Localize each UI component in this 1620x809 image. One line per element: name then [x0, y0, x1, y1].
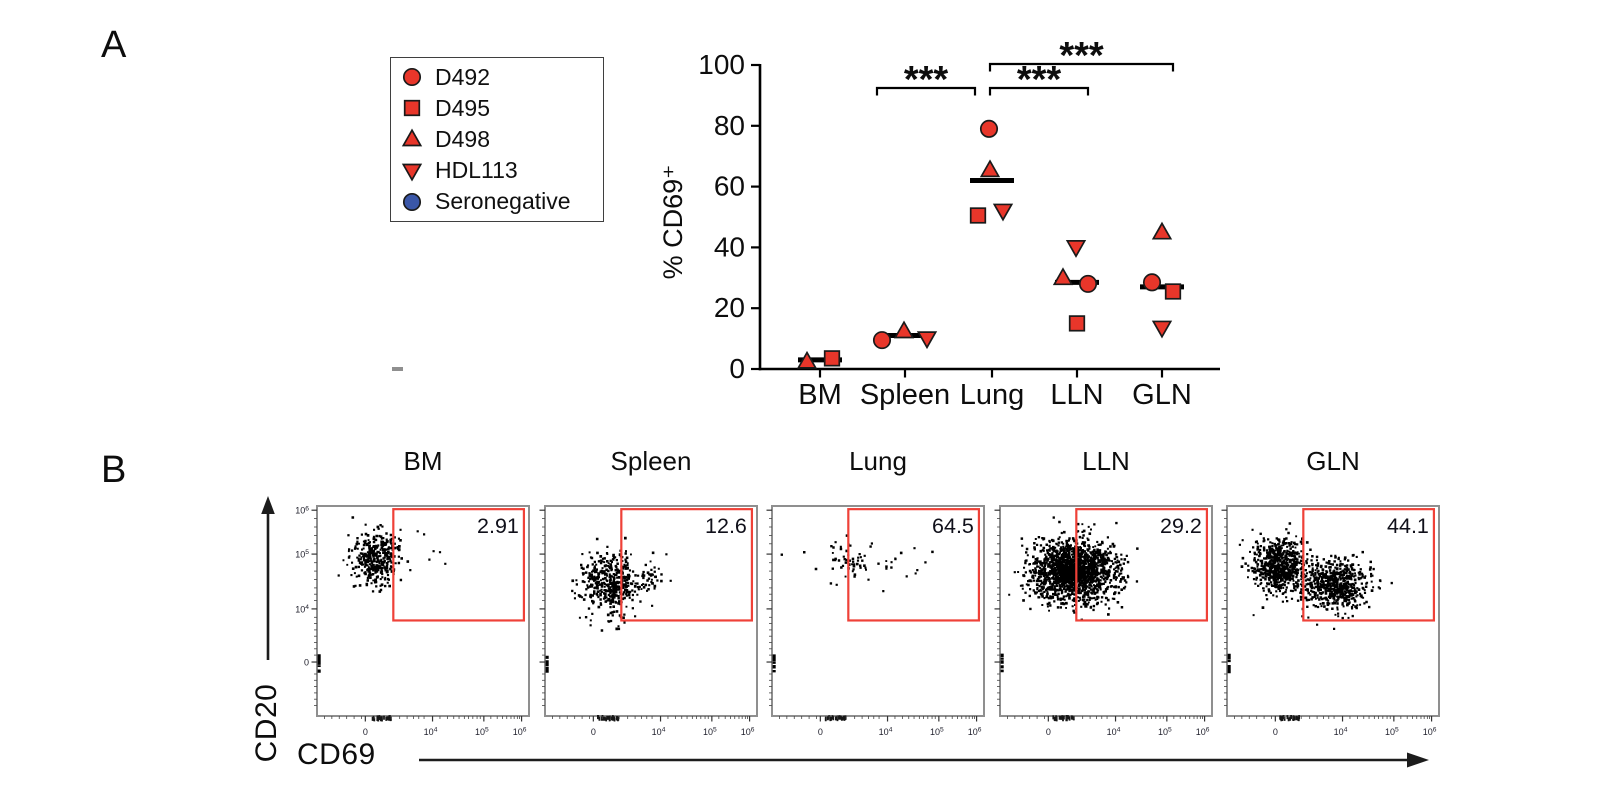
- legend-item-hdl113: HDL113: [391, 159, 603, 183]
- cd69-axis-arrow: [419, 752, 1429, 768]
- svg-text:0: 0: [1273, 727, 1278, 737]
- svg-text:104: 104: [1334, 727, 1348, 737]
- flow-plot-title-bm: BM: [403, 446, 443, 476]
- svg-text:Lung: Lung: [960, 379, 1025, 411]
- gate-percentage-spleen: 12.6: [705, 514, 747, 538]
- flow-plot-lln: 29.2 0 104 105 106: [994, 505, 1213, 737]
- svg-text:BM: BM: [798, 379, 842, 411]
- flow-plot-title-lung: Lung: [849, 446, 907, 476]
- gate-percentage-lln: 29.2: [1160, 514, 1202, 538]
- stray-dash: [392, 367, 403, 371]
- legend-item-label: D492: [435, 63, 490, 90]
- svg-text:104: 104: [879, 727, 893, 737]
- legend-item-label: D495: [435, 94, 490, 121]
- circle-marker-icon: [402, 68, 422, 87]
- svg-text:106: 106: [1196, 727, 1210, 737]
- circle-marker-icon: [402, 192, 422, 211]
- svg-text:100: 100: [698, 49, 745, 80]
- cd20-axis-label: CD20: [250, 683, 283, 763]
- svg-text:104: 104: [1107, 727, 1121, 737]
- triangle-down-marker-icon: [401, 163, 423, 182]
- legend-item-label: D498: [435, 125, 490, 152]
- legend-item-seronegative: Seronegative: [391, 190, 603, 214]
- svg-text:106: 106: [1423, 727, 1437, 737]
- svg-text:106: 106: [741, 727, 755, 737]
- legend-item-label: HDL113: [435, 157, 518, 184]
- flow-plot-gln: 44.1 0 104 105 106: [1221, 505, 1440, 737]
- svg-text:106: 106: [295, 505, 309, 515]
- svg-text:***: ***: [1059, 40, 1104, 77]
- svg-text:Spleen: Spleen: [860, 379, 950, 411]
- svg-text:104: 104: [295, 604, 309, 614]
- svg-text:GLN: GLN: [1132, 379, 1192, 411]
- svg-text:0: 0: [591, 727, 596, 737]
- triangle-up-marker-icon: [401, 128, 423, 147]
- flow-plot-spleen: 12.6 0 104 105 106: [539, 505, 758, 737]
- svg-text:105: 105: [475, 727, 489, 737]
- svg-text:105: 105: [1158, 727, 1172, 737]
- gate-percentage-bm: 2.91: [477, 514, 519, 538]
- svg-text:40: 40: [714, 231, 745, 262]
- panel-a-label: A: [101, 24, 127, 66]
- flow-plot-title-gln: GLN: [1306, 446, 1360, 476]
- svg-text:105: 105: [703, 727, 717, 737]
- svg-text:LLN: LLN: [1050, 379, 1103, 411]
- panel-b-label: B: [101, 449, 127, 491]
- cd69-axis-label: CD69: [297, 738, 376, 771]
- svg-text:0: 0: [818, 727, 823, 737]
- flow-plot-bm: 2.91 0 104 105 106 106 105 104 0: [295, 505, 530, 737]
- svg-text:105: 105: [295, 549, 309, 559]
- arrowhead-right-icon: [1407, 752, 1429, 768]
- svg-text:***: ***: [904, 59, 949, 101]
- gate-percentage-gln: 44.1: [1387, 514, 1429, 538]
- flow-plot-lung: 64.5 0 104 105 106: [766, 505, 985, 737]
- svg-text:106: 106: [968, 727, 982, 737]
- svg-text:60: 60: [714, 171, 745, 202]
- svg-text:0: 0: [304, 658, 309, 668]
- legend-item-d498: D498: [391, 127, 603, 151]
- legend-item-d495: D495: [391, 96, 603, 120]
- flow-plot-title-spleen: Spleen: [610, 446, 692, 476]
- svg-text:0: 0: [1046, 727, 1051, 737]
- svg-text:0: 0: [729, 353, 745, 384]
- svg-text:20: 20: [714, 292, 745, 323]
- cd20-axis-arrow: [261, 496, 275, 660]
- cd69-percentage-chart: 0 20 40 60 80 100 % CD69⁺ BM Spleen Lung LLN GLN ***…: [658, 40, 1220, 411]
- svg-text:104: 104: [424, 727, 438, 737]
- square-marker-icon: [403, 100, 421, 117]
- legend-box: D492 D495 D498 HDL113 Seronegative: [390, 57, 604, 222]
- svg-text:104: 104: [652, 727, 666, 737]
- svg-text:105: 105: [930, 727, 944, 737]
- legend-item-d492: D492: [391, 65, 603, 89]
- arrowhead-up-icon: [261, 496, 275, 514]
- legend-item-label: Seronegative: [435, 188, 571, 215]
- svg-text:% CD69⁺: % CD69⁺: [658, 165, 688, 280]
- flow-plot-title-lln: LLN: [1082, 446, 1130, 476]
- gate-percentage-lung: 64.5: [932, 514, 974, 538]
- svg-text:***: ***: [1017, 59, 1062, 101]
- svg-text:105: 105: [1385, 727, 1399, 737]
- svg-text:80: 80: [714, 110, 745, 141]
- svg-text:0: 0: [363, 727, 368, 737]
- svg-text:106: 106: [513, 727, 527, 737]
